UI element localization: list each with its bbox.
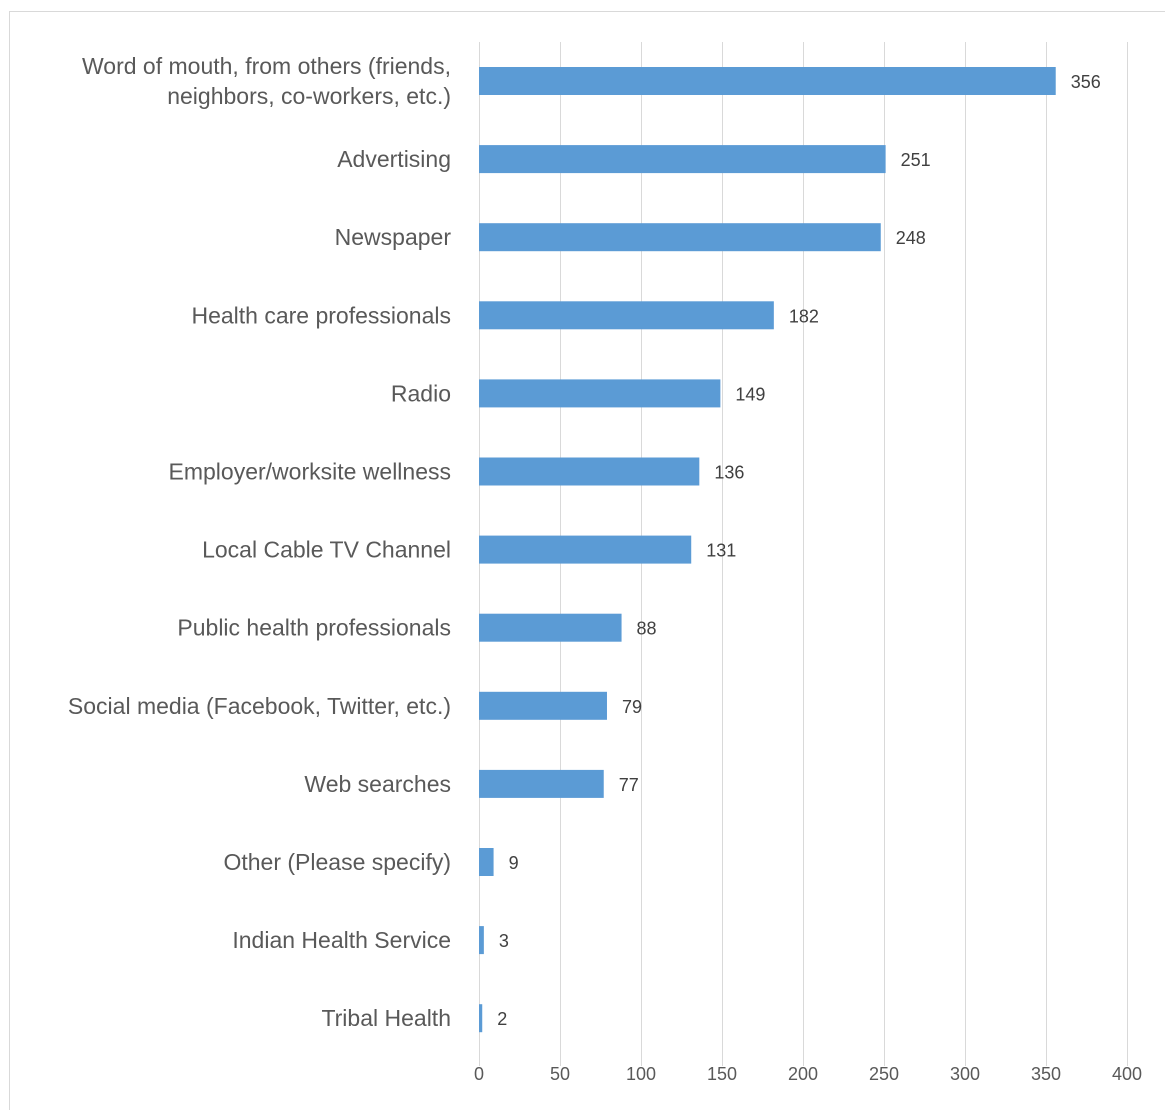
bar xyxy=(479,145,886,174)
bar xyxy=(479,535,692,564)
data-label: 182 xyxy=(789,306,819,326)
data-label: 136 xyxy=(714,463,744,483)
category-label: Indian Health Service xyxy=(232,927,451,953)
category-labels: Word of mouth, from others (friends, neig… xyxy=(68,53,451,1031)
x-tick-label: 150 xyxy=(707,1064,737,1084)
bar xyxy=(479,457,700,486)
category-label: Other (Please specify) xyxy=(223,849,451,875)
data-label: 149 xyxy=(735,384,765,404)
bar xyxy=(479,301,774,330)
bar xyxy=(479,926,484,955)
x-tick-label: 400 xyxy=(1112,1064,1142,1084)
category-label: Public health professionals xyxy=(177,615,451,641)
bars xyxy=(479,67,1056,1033)
data-labels: 356 251 248 182 149 136 131 88 79 77 9 3 2 xyxy=(497,72,1101,1029)
bar xyxy=(479,691,607,720)
x-tick-label: 350 xyxy=(1031,1064,1061,1084)
category-label: Web searches xyxy=(304,771,451,797)
category-label: Newspaper xyxy=(335,224,452,250)
data-label: 88 xyxy=(637,619,657,639)
data-label: 356 xyxy=(1071,72,1101,92)
data-label: 131 xyxy=(706,541,736,561)
x-tick-label: 0 xyxy=(474,1064,484,1084)
data-label: 77 xyxy=(619,775,639,795)
category-label: Social media (Facebook, Twitter, etc.) xyxy=(68,693,451,719)
bar xyxy=(479,848,494,876)
x-tick-label: 250 xyxy=(869,1064,899,1084)
bar xyxy=(479,769,604,798)
data-label: 251 xyxy=(901,150,931,170)
x-tick-label: 50 xyxy=(550,1064,570,1084)
bar xyxy=(479,1004,483,1033)
category-label: Employer/worksite wellness xyxy=(169,459,451,485)
x-tick-label: 100 xyxy=(626,1064,656,1084)
data-label: 248 xyxy=(896,228,926,248)
data-label: 3 xyxy=(499,931,509,951)
x-axis-tick-labels: 0 50 100 150 200 250 300 350 400 xyxy=(474,1064,1142,1084)
data-label: 2 xyxy=(497,1009,507,1029)
x-tick-label: 200 xyxy=(788,1064,818,1084)
data-label: 9 xyxy=(509,853,519,873)
bar xyxy=(479,223,881,252)
category-label: Advertising xyxy=(337,146,451,172)
category-label: Tribal Health xyxy=(321,1005,451,1031)
category-label: Word of mouth, from others (friends, neig… xyxy=(82,53,451,109)
category-label: Health care professionals xyxy=(191,302,451,328)
bar xyxy=(479,67,1056,95)
bar xyxy=(479,379,721,408)
x-tick-label: 300 xyxy=(950,1064,980,1084)
category-label: Radio xyxy=(391,380,451,406)
bar xyxy=(479,613,622,642)
data-label: 79 xyxy=(622,697,642,717)
category-label: Local Cable TV Channel xyxy=(202,537,451,563)
